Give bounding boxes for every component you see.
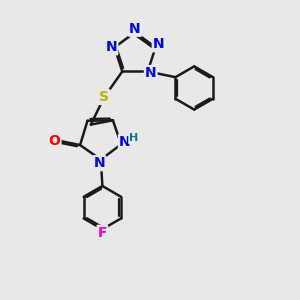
Text: N: N (129, 22, 141, 36)
Text: N: N (94, 156, 105, 170)
Text: O: O (49, 134, 61, 148)
Text: N: N (153, 37, 164, 51)
Text: H: H (129, 133, 138, 143)
Text: F: F (98, 226, 107, 240)
Text: N: N (145, 66, 157, 80)
Text: N: N (106, 40, 117, 54)
Text: N: N (119, 135, 130, 149)
Text: S: S (99, 90, 109, 104)
